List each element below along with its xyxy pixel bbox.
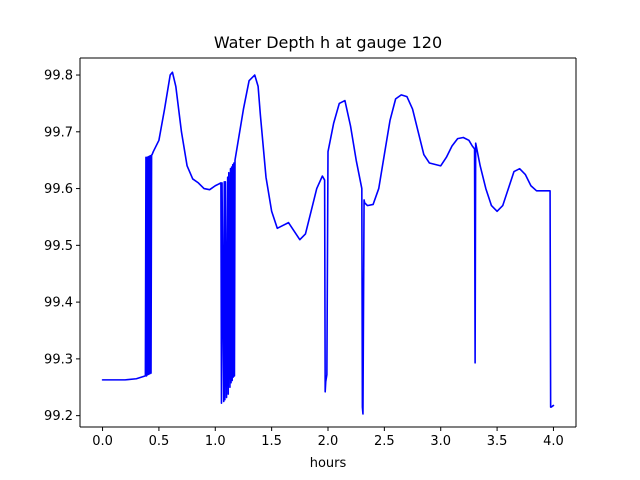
y-tick-label: 99.3 — [44, 352, 73, 367]
x-tick-label: 2.5 — [374, 434, 395, 449]
x-axis-label: hours — [310, 456, 347, 471]
x-tick-label: 3.0 — [430, 434, 451, 449]
y-tick-label: 99.4 — [44, 296, 73, 311]
x-tick-label: 2.0 — [318, 434, 339, 449]
y-tick-label: 99.8 — [44, 69, 73, 84]
x-tick-label: 4.0 — [543, 434, 564, 449]
y-tick-label: 99.2 — [44, 409, 73, 424]
x-tick-label: 0.5 — [149, 434, 170, 449]
x-tick-label: 3.5 — [487, 434, 508, 449]
series-line-0 — [101, 71, 555, 415]
plot-area: 0.0 0.5 1.0 1.5 2.0 2.5 3.0 3.5 4.0 99.2 99.3 99.4 9… — [44, 57, 577, 449]
x-tick-label: 1.0 — [205, 434, 226, 449]
y-tick-label: 99.5 — [44, 239, 73, 254]
x-tick-label: 0.0 — [92, 434, 113, 449]
y-tick-label: 99.7 — [44, 125, 73, 140]
chart-title: Water Depth h at gauge 120 — [214, 33, 442, 52]
x-tick-label: 1.5 — [261, 434, 282, 449]
y-tick-label: 99.6 — [44, 182, 73, 197]
